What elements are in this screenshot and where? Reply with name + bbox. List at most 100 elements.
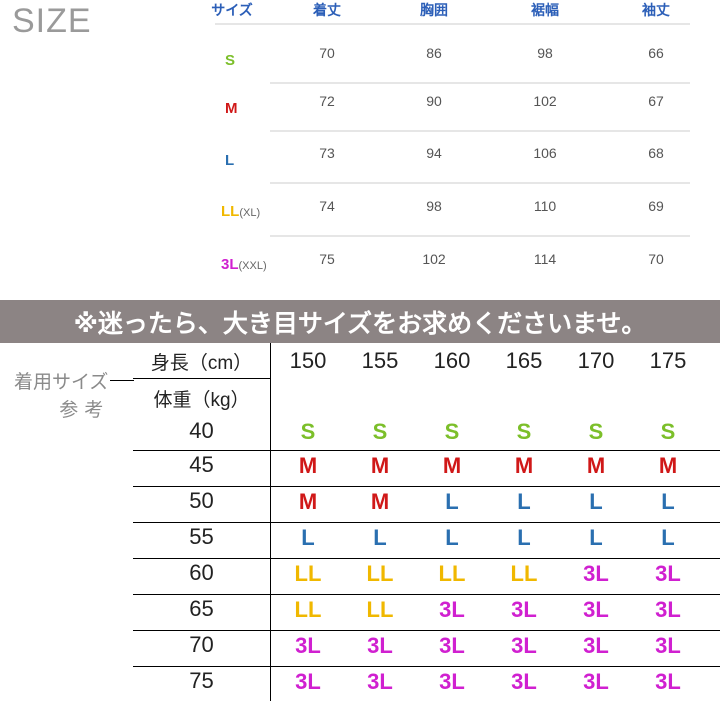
row-line (133, 486, 720, 487)
height-value: 165 (505, 348, 543, 373)
row-line (133, 630, 720, 631)
size-cell: M (370, 489, 390, 514)
size-value: 67 (648, 93, 664, 109)
row-line (133, 558, 720, 559)
size-cell: L (589, 489, 603, 514)
size-value: 70 (319, 45, 335, 61)
size-value: 90 (426, 93, 442, 109)
divider (215, 23, 690, 25)
row-line (133, 522, 720, 523)
height-label: 身長（cm） (150, 353, 253, 374)
size-cell: M (514, 453, 534, 478)
height-value: 160 (433, 348, 471, 373)
row-line (133, 378, 270, 379)
row-line (133, 450, 720, 451)
size-cell: 3L (439, 633, 465, 658)
size-value: 74 (319, 198, 335, 214)
size-cell: M (298, 453, 318, 478)
size-value: 114 (533, 251, 557, 267)
size-code: LL (221, 203, 240, 220)
row-line (133, 666, 720, 667)
size-cell: M (586, 453, 606, 478)
size-code: L (225, 152, 235, 169)
side-label-line2: 参 考 (59, 399, 104, 421)
size-cell: S (588, 419, 604, 444)
size-header: 着丈 (313, 3, 341, 19)
size-cell: 3L (367, 633, 393, 658)
size-label: S (225, 52, 235, 69)
size-value: 86 (426, 45, 442, 61)
size-header: 裾幅 (531, 3, 559, 19)
size-value: 98 (426, 198, 442, 214)
weight-value: 55 (189, 524, 214, 549)
size-cell: 3L (439, 669, 465, 694)
size-cell: 3L (511, 597, 537, 622)
row-line (133, 594, 720, 595)
height-value: 150 (289, 348, 327, 373)
size-cell: 3L (655, 597, 681, 622)
size-cell: M (298, 489, 318, 514)
size-value: 68 (648, 145, 664, 161)
size-cell: S (444, 419, 460, 444)
size-cell: LL (294, 561, 322, 586)
weight-value: 75 (189, 668, 214, 693)
size-cell: LL (294, 597, 322, 622)
size-alt: (XXL) (238, 260, 267, 272)
size-cell: M (442, 453, 462, 478)
size-value: 102 (422, 251, 446, 267)
size-value: 72 (319, 93, 335, 109)
size-cell: 3L (511, 669, 537, 694)
size-cell: S (300, 419, 316, 444)
advice-banner: ※迷ったら、大き目サイズをお求めくださいませ。 (0, 300, 720, 343)
size-header: サイズ (211, 3, 253, 19)
size-value: 110 (533, 198, 557, 214)
size-value: 70 (648, 251, 664, 267)
size-label: L (225, 152, 234, 169)
size-cell: 3L (367, 669, 393, 694)
size-label: LL(XL) (221, 203, 260, 220)
size-value: 69 (648, 198, 664, 214)
size-cell: LL (438, 561, 466, 586)
size-cell: LL (510, 561, 538, 586)
divider (270, 130, 690, 132)
size-cell: 3L (295, 633, 321, 658)
size-code: M (225, 100, 238, 117)
size-cell: L (661, 489, 675, 514)
size-cell: L (517, 489, 531, 514)
size-value: 98 (537, 45, 553, 61)
size-cell: 3L (655, 561, 681, 586)
size-cell: M (370, 453, 390, 478)
size-code: 3L (221, 256, 239, 273)
size-cell: 3L (655, 669, 681, 694)
size-value: 94 (426, 145, 442, 161)
height-value: 155 (361, 348, 399, 373)
size-cell: 3L (583, 561, 609, 586)
size-cell: S (660, 419, 676, 444)
size-label: 3L(XXL) (221, 256, 267, 273)
size-cell: L (301, 525, 315, 550)
size-cell: S (516, 419, 532, 444)
weight-value: 70 (189, 632, 214, 657)
weight-value: 45 (189, 452, 214, 477)
divider (270, 182, 690, 184)
size-header: 袖丈 (642, 3, 670, 19)
weight-value: 50 (189, 488, 214, 513)
weight-value: 40 (189, 418, 214, 443)
size-value: 73 (319, 145, 335, 161)
size-cell: 3L (583, 597, 609, 622)
size-cell: 3L (439, 597, 465, 622)
size-cell: L (373, 525, 387, 550)
size-cell: 3L (511, 633, 537, 658)
size-cell: L (661, 525, 675, 550)
size-code: S (225, 52, 236, 69)
size-cell: L (445, 525, 459, 550)
side-label-line1: 着用サイズ (14, 371, 109, 393)
size-cell: 3L (295, 669, 321, 694)
size-value: 106 (533, 145, 557, 161)
side-connector (110, 380, 134, 381)
size-cell: 3L (583, 669, 609, 694)
size-cell: L (517, 525, 531, 550)
size-cell: 3L (583, 633, 609, 658)
size-value: 75 (319, 251, 335, 267)
size-cell: L (589, 525, 603, 550)
